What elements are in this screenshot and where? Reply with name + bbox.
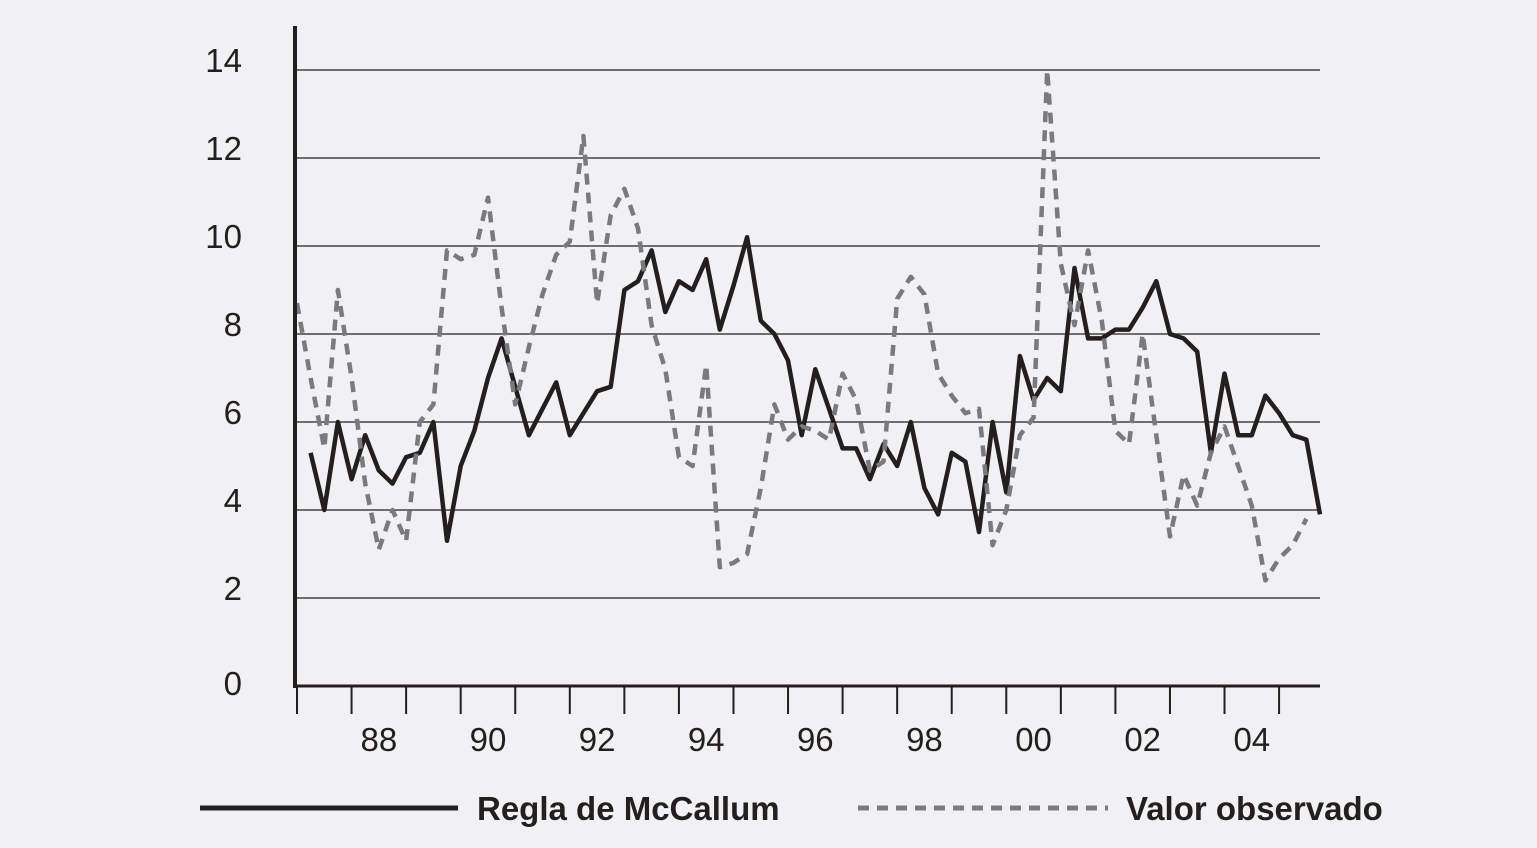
x-tick-label: 90 bbox=[470, 721, 507, 758]
x-tick-label: 00 bbox=[1015, 721, 1052, 758]
x-tick-label: 02 bbox=[1124, 721, 1161, 758]
legend: Regla de McCallum Valor observado bbox=[200, 790, 1383, 827]
x-tick-label: 92 bbox=[579, 721, 616, 758]
legend-label: Regla de McCallum bbox=[477, 790, 780, 827]
x-tick-label: 88 bbox=[360, 721, 397, 758]
series-line-valor-observado bbox=[297, 70, 1306, 580]
y-tick-label: 0 bbox=[224, 665, 242, 702]
y-tick-label: 8 bbox=[224, 306, 242, 343]
y-tick-label: 4 bbox=[224, 482, 242, 519]
legend-label: Valor observado bbox=[1126, 790, 1383, 827]
y-tick-label: 10 bbox=[205, 218, 242, 255]
y-tick-label: 14 bbox=[205, 42, 242, 79]
series-lines bbox=[297, 70, 1320, 581]
x-tick-label: 94 bbox=[688, 721, 725, 758]
series-line-regla-mccallum bbox=[311, 237, 1320, 541]
y-tick-label: 2 bbox=[224, 570, 242, 607]
x-tick-label: 04 bbox=[1233, 721, 1270, 758]
axes bbox=[293, 26, 1320, 714]
x-tick-label: 96 bbox=[797, 721, 834, 758]
y-tick-label: 12 bbox=[205, 130, 242, 167]
x-tick-label: 98 bbox=[906, 721, 943, 758]
y-tick-label: 6 bbox=[224, 394, 242, 431]
